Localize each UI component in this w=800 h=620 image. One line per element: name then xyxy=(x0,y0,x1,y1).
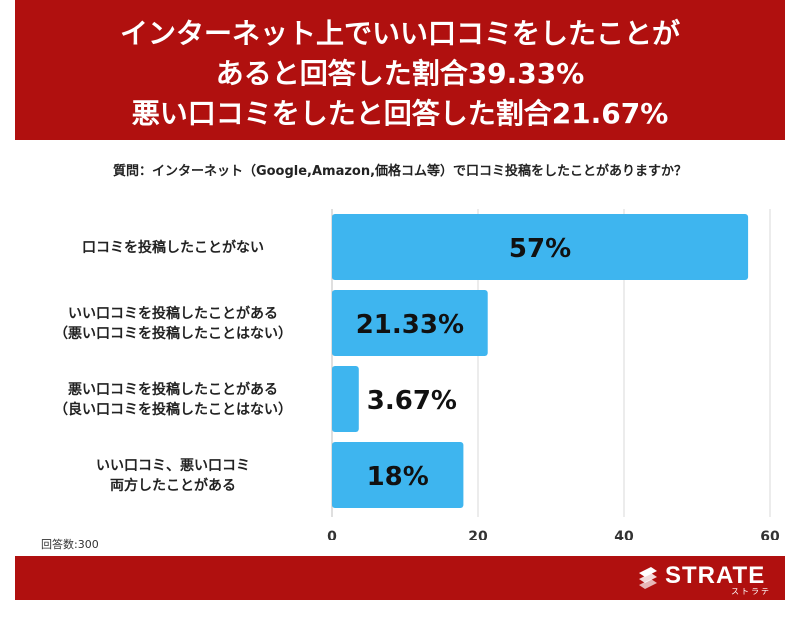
respondent-count: 回答数:300 xyxy=(41,538,99,551)
x-tick-label: 60 xyxy=(760,529,780,540)
data-label: 57% xyxy=(509,234,571,264)
survey-question: 質問：インターネット（Google,Amazon,価格コム等）で口コミ投稿をした… xyxy=(112,164,688,179)
footer-banner: STRATE ストラテ xyxy=(15,556,785,600)
bar xyxy=(332,442,464,508)
x-tick-label: 20 xyxy=(468,529,488,540)
bar xyxy=(332,366,359,432)
category-label: 悪い口コミを投稿したことがある （良い口コミを投稿したことはない） xyxy=(54,381,292,418)
data-label: 3.67% xyxy=(367,386,457,416)
x-tick-label: 40 xyxy=(614,529,634,540)
category-label-line: 悪い口コミを投稿したことがある xyxy=(68,381,278,398)
category-label: 口コミを投稿したことがない xyxy=(82,239,264,256)
data-label: 18% xyxy=(367,462,429,492)
strate-logo-icon xyxy=(639,567,657,589)
headline-line-2: あると回答した割合39.33% xyxy=(215,57,585,90)
strate-logo: STRATE ストラテ xyxy=(635,560,775,596)
logo-wordmark: STRATE xyxy=(665,562,766,589)
headline-line-3: 悪い口コミをしたと回答した割合21.67% xyxy=(131,97,669,130)
category-label-line: （悪い口コミを投稿したことはない） xyxy=(54,325,292,342)
category-label-line: （良い口コミを投稿したことはない） xyxy=(54,401,292,418)
category-label-line: いい口コミを投稿したことがある xyxy=(68,305,278,322)
data-label: 21.33% xyxy=(356,310,464,340)
infographic: インターネット上でいい口コミをしたことが あると回答した割合39.33% 悪い口… xyxy=(15,0,785,600)
category-label-line: 両方したことがある xyxy=(110,477,236,494)
category-label: いい口コミ、悪い口コミ両方したことがある xyxy=(96,458,250,494)
headline-line-1: インターネット上でいい口コミをしたことが xyxy=(119,17,680,50)
category-label-line: いい口コミ、悪い口コミ xyxy=(96,458,250,474)
bar-chart: 0 20 40 60 57% 口コミを投稿したことがない 21.33% いい口コミを投稿したこ… xyxy=(54,209,780,540)
bar xyxy=(332,290,488,356)
category-label-line: 口コミを投稿したことがない xyxy=(82,239,264,256)
x-tick-label: 0 xyxy=(327,529,337,540)
bar xyxy=(332,214,749,280)
header-banner: インターネット上でいい口コミをしたことが あると回答した割合39.33% 悪い口… xyxy=(15,0,785,140)
category-label: いい口コミを投稿したことがある （悪い口コミを投稿したことはない） xyxy=(54,305,292,342)
logo-katakana: ストラテ xyxy=(731,587,771,596)
